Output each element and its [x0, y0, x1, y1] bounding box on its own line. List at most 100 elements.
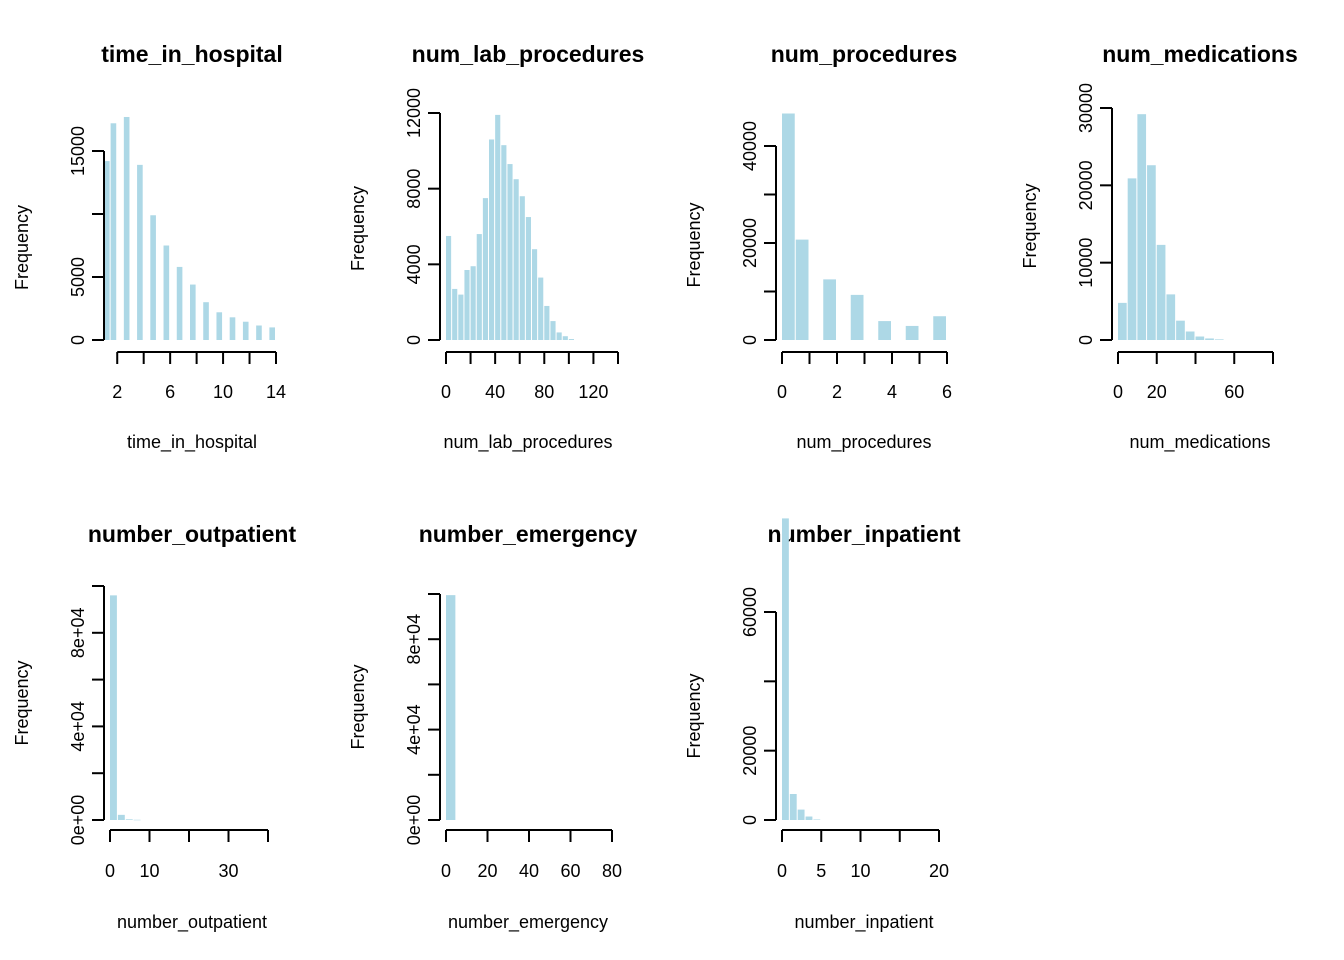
histogram-bar	[1118, 302, 1127, 340]
chart-panel-num_procedures: num_procedures 0 20000 40000 0 2 4 6 num_procedu…	[684, 41, 957, 453]
y-axis-label: Frequency	[348, 186, 368, 271]
histogram-bar	[476, 234, 482, 340]
y-tick-label: 20000	[740, 218, 760, 268]
x-tick-label: 80	[602, 861, 622, 881]
x-tick-label: 4	[887, 382, 897, 402]
x-tick-label: 80	[534, 382, 554, 402]
histogram-bar	[464, 270, 470, 340]
x-tick-label: 20	[477, 861, 497, 881]
histogram-bar	[216, 312, 223, 340]
x-tick-label: 20	[929, 861, 949, 881]
histogram-bar	[1137, 114, 1147, 340]
y-tick-label: 0e+00	[68, 795, 88, 846]
x-tick-label: 60	[560, 861, 580, 881]
x-tick-label: 0	[777, 861, 787, 881]
histogram-bar	[501, 145, 507, 340]
chart-panel-time_in_hospital: time_in_hospital 0 5000 15000 2 6 10 14 time_in_…	[12, 41, 286, 453]
y-tick-label: 15000	[68, 126, 88, 176]
x-tick-label: 0	[105, 861, 115, 881]
histogram-bar	[1156, 244, 1166, 340]
histogram-bar	[489, 139, 495, 340]
histogram-bar	[1147, 165, 1156, 340]
histogram-bar	[495, 114, 501, 341]
histogram-bar	[1205, 338, 1214, 340]
y-tick-label: 4e+04	[404, 704, 424, 755]
y-tick-label: 8e+04	[68, 608, 88, 659]
chart-title: time_in_hospital	[101, 41, 282, 67]
histogram-bar	[905, 325, 919, 340]
chart-panel-num_lab_procedures: num_lab_procedures 0 4000 8000 12000 0 40 80 120…	[348, 41, 644, 453]
histogram-bar	[123, 116, 130, 340]
x-axis-label: number_inpatient	[794, 912, 933, 933]
chart-panel-number_inpatient: number_inpatient 0 20000 60000 0 5 10 20 number_…	[684, 518, 961, 933]
y-tick-label: 12000	[404, 88, 424, 138]
x-tick-label: 6	[942, 382, 952, 402]
histogram-bar	[813, 819, 821, 820]
chart-title: number_outpatient	[88, 521, 297, 547]
histogram-bar	[452, 288, 458, 340]
histogram-bar	[242, 321, 249, 340]
chart-panel-num_medications: num_medications 0 10000 20000 30000 0 20 60 num_…	[1020, 41, 1298, 453]
y-tick-label: 20000	[1076, 160, 1096, 210]
x-tick-label: 10	[213, 382, 233, 402]
chart-panel-number_outpatient: number_outpatient 0e+00 4e+04 8e+04 0 10 30 num…	[12, 521, 296, 933]
x-tick-label: 60	[1224, 382, 1244, 402]
x-axis-label: time_in_hospital	[127, 432, 257, 453]
histogram-bar	[176, 266, 183, 340]
histogram-bar	[795, 239, 809, 340]
histogram-bar	[110, 595, 117, 820]
y-tick-label: 10000	[1076, 238, 1096, 288]
histogram-bar	[850, 294, 864, 340]
histogram-bar	[150, 215, 156, 340]
x-axis-label: num_medications	[1129, 432, 1270, 453]
histogram-bar	[256, 325, 262, 340]
y-axis-label: Frequency	[348, 664, 368, 749]
histogram-bar	[117, 814, 125, 820]
histogram-bar	[269, 327, 275, 340]
histogram-bar	[1195, 336, 1205, 340]
y-tick-label: 60000	[740, 587, 760, 637]
chart-title: num_procedures	[771, 41, 958, 67]
histogram-bar	[519, 196, 525, 340]
histogram-bar	[125, 819, 133, 820]
histogram-bar	[1166, 294, 1176, 340]
histogram-bar	[532, 249, 538, 340]
histogram-bar	[538, 277, 544, 340]
histogram-bar	[878, 321, 891, 340]
y-tick-label: 40000	[740, 121, 760, 171]
histogram-bar	[544, 305, 550, 340]
histogram-bar	[562, 336, 568, 340]
histogram-bar	[470, 266, 476, 340]
histogram-bar	[458, 294, 464, 340]
y-tick-label: 0	[740, 815, 760, 825]
histogram-bar	[782, 113, 795, 340]
x-axis-label: num_lab_procedures	[443, 432, 612, 453]
chart-title: num_medications	[1102, 41, 1298, 67]
histogram-bar	[507, 164, 513, 340]
histogram-bar	[137, 164, 143, 340]
x-tick-label: 2	[832, 382, 842, 402]
x-tick-label: 30	[218, 861, 238, 881]
histogram-bar	[1127, 178, 1137, 340]
histogram-bar	[556, 332, 562, 340]
histogram-bar	[133, 819, 141, 821]
histogram-bar	[550, 321, 556, 340]
chart-title: number_inpatient	[768, 521, 961, 547]
x-axis-label: num_procedures	[796, 432, 931, 453]
y-tick-label: 0	[740, 335, 760, 345]
y-axis-label: Frequency	[684, 673, 704, 758]
histogram-bar	[482, 198, 488, 340]
histogram-bar	[446, 595, 456, 820]
x-axis-label: number_outpatient	[117, 912, 267, 933]
y-tick-label: 20000	[740, 726, 760, 776]
histogram-bar	[789, 794, 797, 820]
x-tick-label: 0	[441, 382, 451, 402]
histogram-bar	[190, 284, 196, 340]
histogram-bar	[797, 809, 805, 820]
y-tick-label: 5000	[68, 257, 88, 297]
x-tick-label: 6	[165, 382, 175, 402]
x-tick-label: 40	[485, 382, 505, 402]
y-tick-label: 4000	[404, 244, 424, 284]
x-tick-label: 0	[777, 382, 787, 402]
